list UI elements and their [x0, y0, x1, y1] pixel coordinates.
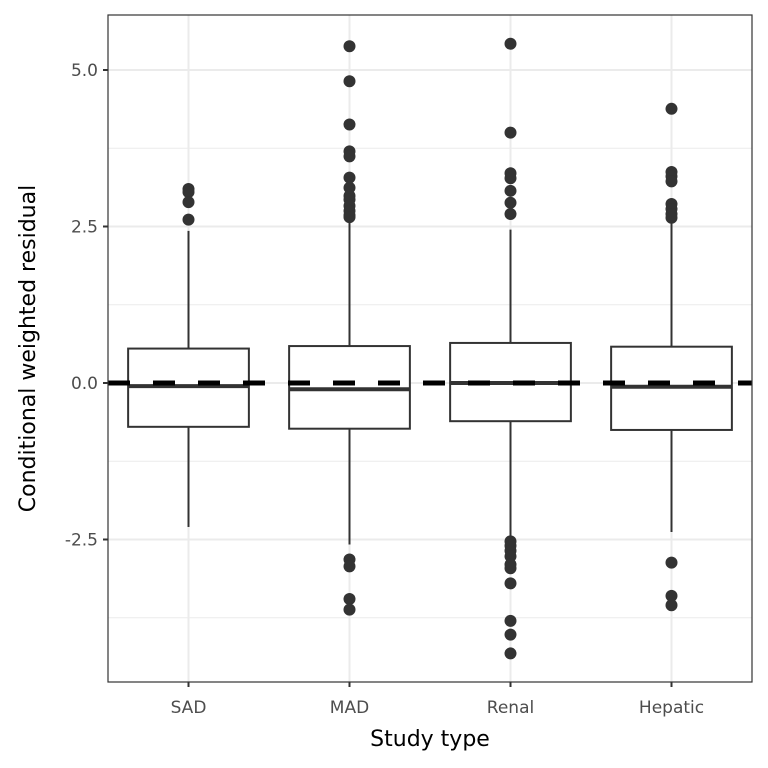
outlier-point [343, 603, 356, 616]
y-tick-label: 0.0 [71, 374, 98, 394]
outlier-point [343, 560, 356, 573]
panel-border [107, 14, 753, 683]
outlier-point [343, 211, 356, 224]
y-tick-label: 5.0 [71, 61, 98, 81]
box-hepatic [610, 102, 733, 612]
outlier-point [504, 614, 517, 627]
outlier-point [665, 589, 678, 602]
outlier-point [343, 150, 356, 163]
outlier-point [504, 196, 517, 209]
outlier-point [504, 628, 517, 641]
outlier-point [665, 211, 678, 224]
x-tick-label: SAD [171, 698, 207, 718]
outlier-point [182, 213, 195, 226]
outlier-point [182, 196, 195, 209]
outlier-point [665, 175, 678, 188]
outlier-point [504, 647, 517, 660]
outlier-point [504, 184, 517, 197]
outlier-point [504, 577, 517, 590]
outlier-point [504, 172, 517, 185]
box-renal [449, 37, 572, 660]
box-sad [127, 182, 250, 527]
outlier-point [504, 37, 517, 50]
outlier-point [504, 126, 517, 139]
y-tick-label: -2.5 [65, 531, 98, 551]
x-tick-label: Hepatic [639, 698, 704, 718]
x-tick-label: MAD [330, 698, 369, 718]
axis-layer: 5.0 2.5 0.0 -2.5 SAD MAD Renal Hepatic [65, 61, 704, 718]
box-layer [108, 37, 752, 660]
outlier-point [504, 562, 517, 575]
outlier-point [504, 207, 517, 220]
y-tick-label: 2.5 [71, 218, 98, 238]
y-axis-title: Conditional weighted residual [16, 185, 41, 512]
outlier-point [182, 186, 195, 199]
outlier-point [343, 40, 356, 53]
outlier-point [343, 75, 356, 88]
box-mad [288, 40, 411, 616]
outlier-point [665, 599, 678, 612]
outlier-point [343, 118, 356, 131]
outlier-point [343, 592, 356, 605]
x-axis-title: Study type [370, 727, 490, 752]
outlier-point [343, 171, 356, 184]
outlier-point [665, 556, 678, 569]
x-tick-label: Renal [487, 698, 534, 718]
outlier-point [665, 102, 678, 115]
